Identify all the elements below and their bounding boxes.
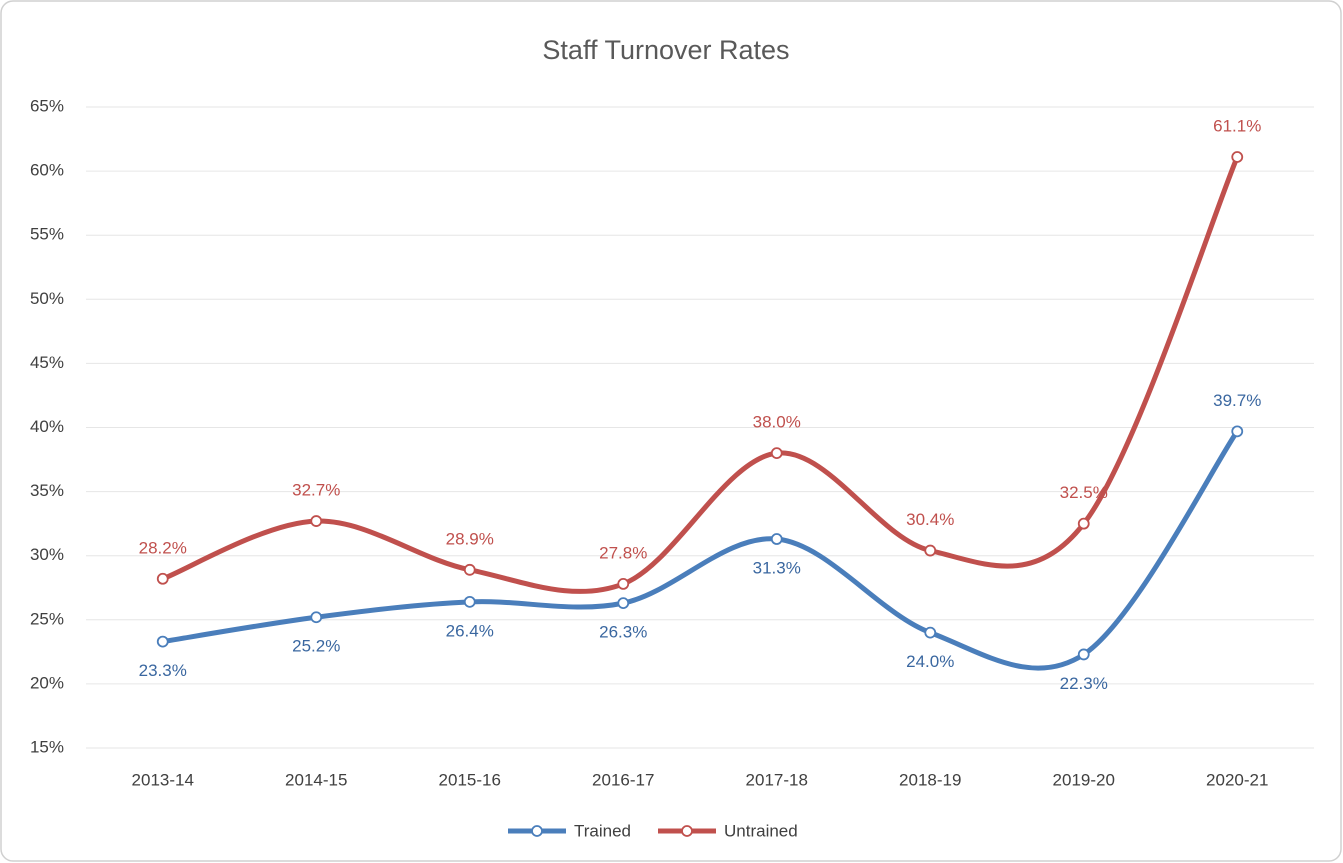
data-point [310,515,323,527]
x-tick-label: 2018-19 [899,770,961,789]
data-point [617,597,630,610]
data-point [156,635,169,648]
data-point [1231,425,1244,438]
data-label: 26.4% [446,621,494,640]
legend-label: Trained [574,821,631,840]
legend-label: Untrained [724,821,798,840]
y-tick-label: 20% [30,673,64,692]
data-label: 38.0% [753,413,801,432]
data-label: 30.4% [906,510,954,529]
y-tick-label: 35% [30,481,64,500]
x-tick-label: 2020-21 [1206,770,1268,789]
data-point [924,544,937,557]
y-tick-label: 40% [30,417,64,436]
data-label: 24.0% [906,652,954,671]
chart-title: Staff Turnover Rates [542,35,789,65]
y-tick-label: 25% [30,609,64,628]
data-label: 32.7% [292,481,340,500]
data-label: 25.2% [292,637,340,656]
data-point [156,572,169,585]
data-label: 32.5% [1060,483,1108,502]
x-tick-label: 2013-14 [132,770,194,789]
data-point [1077,517,1090,530]
data-point [463,563,476,576]
x-tick-label: 2016-17 [592,770,654,789]
data-point [924,626,937,639]
data-label: 28.9% [446,529,494,548]
y-tick-label: 50% [30,289,64,308]
x-tick-label: 2015-16 [439,770,501,789]
data-point [770,533,783,545]
x-tick-label: 2019-20 [1053,770,1115,789]
data-point [1077,648,1090,661]
x-tick-label: 2017-18 [746,770,808,789]
data-label: 28.2% [139,538,187,557]
y-tick-label: 60% [30,161,64,180]
data-point [617,578,630,590]
y-tick-label: 15% [30,737,64,756]
data-point [463,595,476,608]
data-label: 23.3% [139,661,187,680]
y-tick-label: 55% [30,225,64,244]
data-point [770,447,783,460]
y-tick-label: 30% [30,545,64,564]
data-point [1231,151,1244,163]
x-tick-label: 2014-15 [285,770,347,789]
data-label: 61.1% [1213,116,1261,135]
data-label: 39.7% [1213,391,1261,410]
data-label: 22.3% [1060,674,1108,693]
data-point [310,611,323,624]
legend-marker [681,825,693,837]
data-label: 26.3% [599,623,647,642]
y-tick-label: 45% [30,353,64,372]
series-line [161,156,1240,594]
legend-marker [531,825,543,837]
data-label: 31.3% [753,559,801,578]
y-tick-label: 65% [30,96,64,115]
data-label: 27.8% [599,543,647,562]
